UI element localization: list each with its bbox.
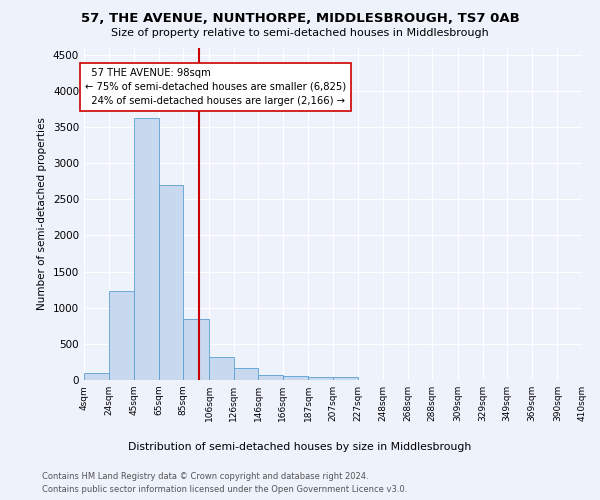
Text: Contains public sector information licensed under the Open Government Licence v3: Contains public sector information licen… xyxy=(42,485,407,494)
Text: 57 THE AVENUE: 98sqm
← 75% of semi-detached houses are smaller (6,825)
  24% of : 57 THE AVENUE: 98sqm ← 75% of semi-detac… xyxy=(85,68,346,106)
Text: 57, THE AVENUE, NUNTHORPE, MIDDLESBROUGH, TS7 0AB: 57, THE AVENUE, NUNTHORPE, MIDDLESBROUGH… xyxy=(80,12,520,24)
Text: Contains HM Land Registry data © Crown copyright and database right 2024.: Contains HM Land Registry data © Crown c… xyxy=(42,472,368,481)
Bar xyxy=(308,376,333,380)
Bar xyxy=(233,368,258,380)
Bar xyxy=(258,374,283,380)
Bar xyxy=(209,357,233,380)
Bar xyxy=(84,374,109,380)
Bar xyxy=(184,320,209,380)
Bar xyxy=(333,378,358,380)
Y-axis label: Number of semi-detached properties: Number of semi-detached properties xyxy=(37,118,47,310)
Text: Size of property relative to semi-detached houses in Middlesbrough: Size of property relative to semi-detach… xyxy=(111,28,489,38)
Bar xyxy=(283,376,308,380)
Bar xyxy=(134,118,159,380)
Bar xyxy=(109,291,134,380)
Text: Distribution of semi-detached houses by size in Middlesbrough: Distribution of semi-detached houses by … xyxy=(128,442,472,452)
Bar xyxy=(159,185,184,380)
